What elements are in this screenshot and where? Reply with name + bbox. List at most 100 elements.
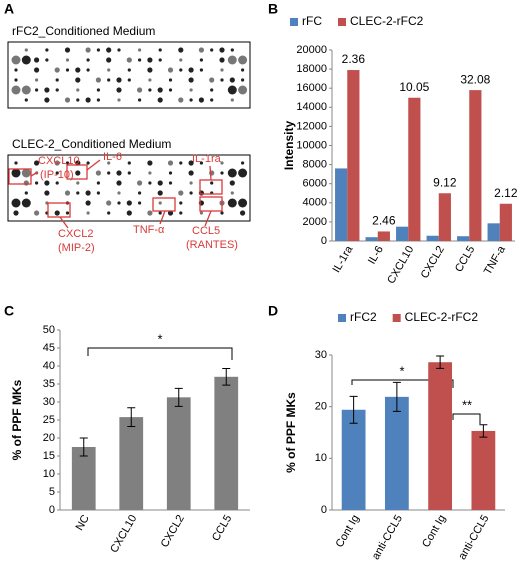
blot-dot — [167, 210, 174, 216]
y-tick-label: 10000 — [296, 139, 327, 151]
y-tick-label: 30 — [315, 349, 327, 361]
blot-dot — [230, 191, 234, 195]
blot-dot — [168, 78, 173, 82]
x-tick-label: CXCL2 — [419, 244, 447, 281]
blot-dot — [75, 67, 81, 73]
panel-label: A — [4, 1, 14, 17]
blot-dot — [55, 181, 59, 185]
blot-annotation: TNF-α — [133, 224, 165, 236]
y-tick-label: 4000 — [303, 197, 327, 209]
blot-dot — [240, 210, 246, 216]
blot-dot — [220, 161, 224, 165]
blot-dot — [96, 191, 100, 195]
blot-dot — [117, 201, 121, 205]
blot-title: rFC2_Conditioned Medium — [12, 24, 155, 38]
blot-dot — [116, 170, 122, 176]
blot-dot — [179, 211, 183, 215]
blot-dot — [229, 77, 235, 83]
x-tick-label: CCL5 — [453, 244, 477, 274]
blot-dot — [188, 170, 194, 176]
blot-dot — [227, 198, 237, 208]
error-bar — [174, 387, 183, 407]
blot-dot — [189, 98, 193, 102]
y-tick-label: 15 — [43, 450, 55, 462]
blot-dot — [76, 191, 80, 195]
blot-dot — [85, 97, 91, 103]
blot-dot — [35, 181, 39, 185]
blot-dot — [34, 57, 40, 63]
blot-dot — [210, 48, 214, 52]
blot-dot — [21, 168, 31, 178]
blot-dot — [86, 161, 90, 165]
legend-label: CLEC-2-rFC2 — [405, 310, 479, 324]
blot-dot — [106, 47, 112, 53]
blot-dot — [45, 48, 49, 52]
y-tick-label: 0 — [49, 504, 55, 516]
bar — [214, 376, 239, 510]
blot-dot — [44, 180, 50, 186]
blot-dot — [117, 98, 121, 102]
blot-dot — [178, 47, 184, 53]
legend-label: rFC — [302, 14, 322, 28]
panel-label: C — [4, 303, 14, 319]
blot-dot — [220, 68, 224, 72]
bar — [428, 362, 453, 510]
panel-label: B — [268, 1, 278, 17]
error-bar — [79, 437, 88, 457]
blot-dot — [34, 210, 40, 216]
blot-dot — [21, 55, 31, 65]
blot-dot — [13, 210, 19, 216]
y-tick-label: 25 — [43, 414, 55, 426]
blot-dot — [76, 181, 80, 185]
blot-dot — [11, 168, 21, 178]
blot-dot — [116, 77, 122, 83]
blot-dot — [86, 58, 90, 62]
blot-dot — [158, 211, 162, 215]
blot-dot — [147, 160, 153, 166]
blot-annotation: CXCL10 — [38, 155, 80, 167]
x-tick-label: anti-CCL5 — [370, 513, 405, 562]
legend-swatch — [338, 18, 346, 26]
blot-dot — [178, 97, 184, 103]
error-bar — [392, 381, 401, 412]
blot-dot — [168, 88, 173, 92]
y-tick-label: 20 — [315, 401, 327, 413]
blot-dot — [158, 58, 162, 62]
blot-dot — [148, 88, 152, 92]
y-tick-label: 2000 — [303, 216, 327, 228]
bar — [377, 231, 390, 241]
blot-dot — [14, 68, 18, 72]
blot-dot — [21, 198, 31, 208]
bar — [341, 409, 366, 510]
blot-dot — [35, 88, 39, 92]
blot-annotation: IL-6 — [103, 151, 122, 163]
blot-dot — [167, 160, 174, 166]
blot-dot — [64, 190, 71, 196]
bar — [396, 226, 409, 241]
blot-dot — [85, 200, 91, 206]
blot-dot — [126, 210, 132, 216]
blot-dot — [86, 211, 90, 215]
y-tick-label: 40 — [43, 360, 55, 372]
blot-dot — [158, 201, 162, 205]
error-bar — [127, 407, 136, 427]
blot-dot — [64, 47, 71, 53]
blot-dot — [157, 180, 163, 186]
blot-dot — [210, 98, 214, 102]
blot-dot — [96, 98, 100, 102]
blot-dot — [75, 77, 81, 83]
blot-dot — [227, 85, 237, 95]
blot-dot — [45, 58, 49, 62]
blot-dot — [126, 200, 132, 206]
blot-dot — [34, 67, 40, 73]
fold-change-label: 2.12 — [494, 186, 518, 200]
blot-dots — [11, 47, 248, 216]
y-axis-label: % of PPF MKs — [284, 392, 298, 473]
bar — [408, 97, 421, 241]
blot-annotation: (IP-10) — [40, 169, 74, 181]
x-tick-label: Cont Ig — [420, 513, 448, 550]
blot-dot — [148, 171, 152, 175]
blot-dot — [179, 161, 183, 165]
legend-label: CLEC-2-rFC2 — [350, 14, 424, 28]
